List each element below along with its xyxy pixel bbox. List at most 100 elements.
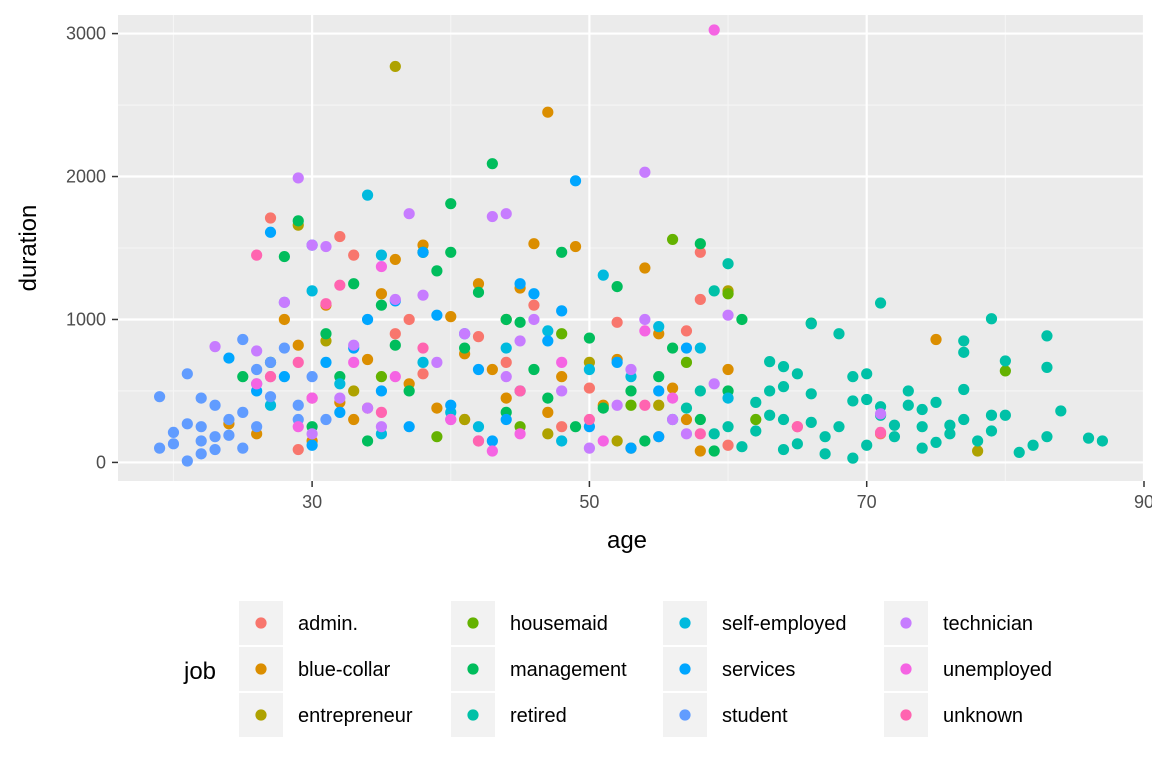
data-point — [694, 238, 706, 250]
data-point — [264, 371, 277, 383]
data-point — [403, 313, 415, 326]
axis-ticks — [112, 32, 1145, 487]
data-point — [777, 443, 790, 456]
data-point — [278, 371, 290, 383]
data-point — [361, 189, 374, 201]
legend-label: unemployed — [943, 659, 1052, 681]
x-tick-label: 30 — [302, 492, 322, 512]
data-point — [431, 265, 443, 277]
data-point — [625, 385, 637, 397]
data-point — [375, 299, 388, 311]
data-point — [542, 392, 554, 404]
legend-item: unknown — [884, 693, 1023, 737]
data-point — [625, 399, 637, 411]
data-point — [791, 421, 803, 433]
data-point — [833, 421, 845, 433]
data-point — [167, 426, 180, 438]
data-point — [777, 361, 790, 373]
data-point — [237, 371, 249, 383]
data-point — [514, 335, 526, 347]
data-point — [209, 399, 221, 411]
data-point — [500, 342, 512, 354]
data-point — [653, 321, 665, 333]
data-point — [722, 439, 734, 451]
data-point — [999, 409, 1011, 421]
x-tick-label: 70 — [857, 492, 877, 512]
data-point — [556, 385, 568, 397]
data-point — [264, 356, 277, 368]
data-point — [847, 371, 859, 383]
data-point — [431, 309, 443, 321]
legend-item: technician — [884, 601, 1033, 645]
data-point — [251, 363, 263, 376]
data-point — [722, 309, 734, 321]
data-point — [611, 316, 623, 328]
data-point — [445, 413, 457, 426]
data-point — [750, 396, 762, 408]
data-point — [791, 438, 803, 450]
data-point — [264, 391, 277, 403]
data-point — [902, 399, 914, 411]
data-point — [528, 299, 540, 311]
data-point — [639, 166, 651, 178]
data-point — [389, 339, 401, 351]
data-point — [320, 328, 332, 340]
legend-item: retired — [451, 693, 567, 737]
legend-swatch — [255, 663, 267, 675]
data-point — [639, 262, 651, 274]
data-point — [611, 280, 623, 293]
data-point — [417, 356, 429, 368]
data-point — [888, 419, 901, 431]
data-point — [375, 406, 388, 418]
x-tick-label: 50 — [579, 492, 599, 512]
data-point — [348, 249, 360, 261]
data-point — [985, 409, 998, 421]
legend-item: unemployed — [884, 647, 1052, 691]
data-point — [542, 325, 554, 337]
data-point — [375, 385, 388, 397]
data-point — [666, 382, 679, 394]
data-point — [278, 342, 290, 354]
tick-labels: 30 50 70 90 0 1000 2000 3000 — [66, 24, 1152, 512]
data-point — [791, 368, 803, 380]
data-point — [847, 395, 859, 407]
data-point — [556, 305, 568, 317]
data-point — [459, 342, 471, 354]
data-point — [389, 60, 401, 73]
data-point — [694, 385, 706, 397]
data-point — [431, 356, 443, 368]
data-point — [445, 311, 457, 323]
data-point — [694, 428, 706, 440]
data-point — [431, 402, 443, 414]
data-point — [639, 325, 651, 337]
data-point — [209, 341, 221, 353]
data-point — [722, 363, 734, 376]
data-point — [528, 313, 540, 326]
data-point — [292, 172, 304, 184]
data-point — [417, 342, 429, 354]
data-point — [486, 435, 498, 447]
legend-label: housemaid — [510, 613, 608, 635]
data-point — [583, 363, 596, 376]
data-point — [625, 363, 637, 376]
data-point — [764, 409, 776, 421]
legend-swatch — [900, 709, 912, 721]
data-point — [930, 436, 942, 449]
data-point — [708, 285, 720, 297]
legend-label: student — [722, 705, 788, 727]
legend-label: unknown — [943, 705, 1023, 727]
legend-item: self-employed — [663, 601, 847, 645]
data-point — [223, 413, 235, 426]
legend-label: retired — [510, 705, 567, 727]
data-point — [985, 313, 998, 325]
data-point — [972, 445, 984, 457]
data-point — [306, 239, 318, 251]
data-point — [472, 421, 485, 433]
data-point — [583, 413, 596, 426]
y-tick-label: 0 — [96, 452, 106, 472]
data-point — [694, 445, 706, 457]
data-point — [902, 385, 914, 397]
data-point — [348, 278, 360, 290]
data-point — [722, 392, 734, 404]
